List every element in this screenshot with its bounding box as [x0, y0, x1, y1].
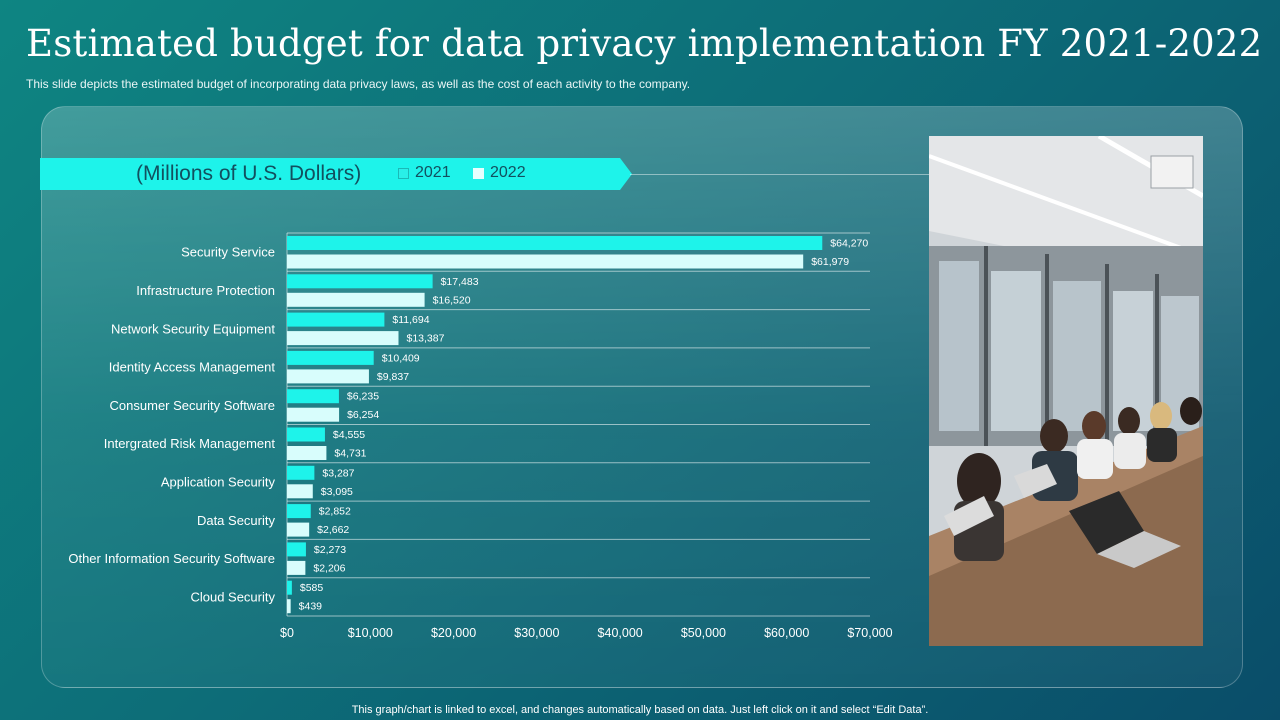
meeting-photo — [929, 136, 1203, 646]
category-label: Cloud Security — [190, 589, 275, 604]
data-label-2022: $3,095 — [321, 486, 353, 498]
x-tick-label: $40,000 — [598, 626, 643, 640]
bar-2021 — [287, 542, 306, 557]
legend-label-2021: 2021 — [415, 164, 451, 181]
x-tick-label: $70,000 — [847, 626, 892, 640]
footer-note: This graph/chart is linked to excel, and… — [351, 704, 929, 716]
bar-2022 — [287, 407, 340, 422]
bar-2022 — [287, 599, 291, 614]
bar-2021 — [287, 389, 339, 404]
data-label-2022: $13,387 — [406, 333, 444, 345]
bar-2022 — [287, 484, 313, 499]
category-label: Security Service — [181, 245, 275, 260]
category-label: Infrastructure Protection — [136, 283, 275, 298]
category-label: Network Security Equipment — [111, 321, 275, 336]
category-label: Other Information Security Software — [68, 551, 275, 566]
bar-2022 — [287, 560, 306, 575]
data-label-2021: $2,273 — [314, 544, 346, 556]
x-tick-label: $60,000 — [764, 626, 809, 640]
data-label-2022: $9,837 — [377, 371, 409, 383]
x-tick-label: $50,000 — [681, 626, 726, 640]
bar-2021 — [287, 504, 311, 519]
bar-2021 — [287, 350, 374, 365]
x-tick-label: $0 — [280, 626, 294, 640]
category-label: Identity Access Management — [109, 360, 276, 375]
bar-2022 — [287, 254, 804, 269]
data-label-2021: $64,270 — [830, 238, 868, 250]
bar-2021 — [287, 427, 325, 442]
bar-2022 — [287, 522, 310, 537]
data-label-2022: $4,731 — [334, 448, 366, 460]
bar-2022 — [287, 331, 399, 346]
data-label-2022: $2,206 — [313, 562, 345, 574]
chart-unit-label: (Millions of U.S. Dollars) — [136, 162, 362, 185]
bar-2021 — [287, 312, 385, 327]
chart-header-banner — [40, 158, 632, 190]
data-label-2021: $10,409 — [382, 352, 420, 364]
category-label: Intergrated Risk Management — [104, 436, 276, 451]
bar-2022 — [287, 369, 369, 384]
data-label-2022: $16,520 — [433, 294, 471, 306]
x-tick-label: $20,000 — [431, 626, 476, 640]
bar-2022 — [287, 292, 425, 307]
legend-swatch-2022 — [473, 167, 484, 179]
data-label-2021: $6,235 — [347, 391, 379, 403]
x-tick-label: $30,000 — [514, 626, 559, 640]
legend-item-2021: 2021 — [398, 164, 451, 182]
page-subtitle: This slide depicts the estimated budget … — [26, 77, 691, 91]
bar-2021 — [287, 274, 433, 289]
legend-label-2022: 2022 — [490, 164, 526, 181]
bar-2021 — [287, 465, 315, 480]
bar-2021 — [287, 580, 292, 595]
bar-2021 — [287, 236, 823, 250]
banner-connector-line — [630, 174, 930, 175]
data-label-2021: $2,852 — [319, 506, 351, 518]
x-tick-label: $10,000 — [348, 626, 393, 640]
data-label-2022: $6,254 — [347, 409, 379, 421]
data-label-2021: $3,287 — [322, 467, 354, 479]
legend-swatch-2021 — [398, 167, 409, 179]
data-label-2022: $2,662 — [317, 524, 349, 536]
data-label-2021: $17,483 — [441, 276, 479, 288]
legend-item-2022: 2022 — [473, 164, 526, 182]
data-label-2022: $61,979 — [811, 256, 849, 268]
data-label-2021: $11,694 — [392, 314, 429, 326]
category-label: Data Security — [197, 513, 276, 528]
category-label: Application Security — [161, 474, 276, 489]
page-title: Estimated budget for data privacy implem… — [26, 22, 1263, 65]
data-label-2021: $585 — [300, 582, 324, 594]
data-label-2021: $4,555 — [333, 429, 365, 441]
category-label: Consumer Security Software — [110, 398, 275, 413]
bar-2022 — [287, 446, 327, 460]
data-label-2022: $439 — [299, 601, 323, 613]
